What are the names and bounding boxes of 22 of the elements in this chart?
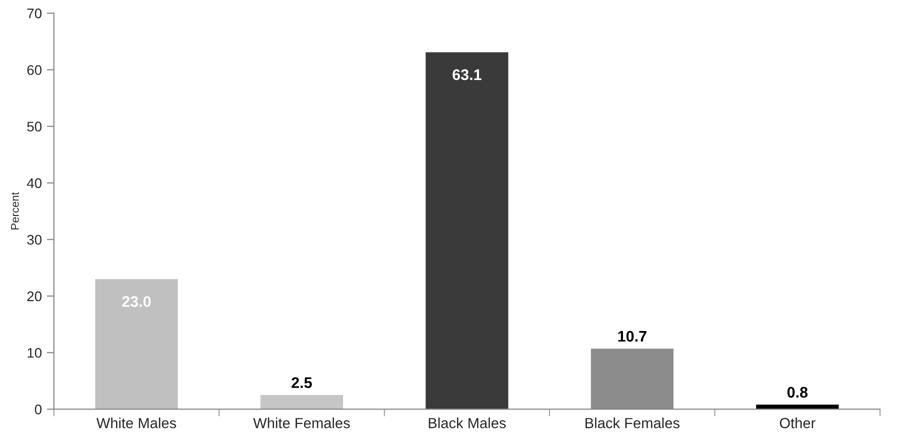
bar bbox=[426, 52, 508, 410]
data-label: 10.7 bbox=[618, 330, 646, 342]
y-tick-label: 60 bbox=[27, 65, 42, 75]
y-axis-title: Percent bbox=[11, 192, 19, 230]
bar bbox=[260, 395, 344, 410]
x-tick-label: Black Males bbox=[428, 418, 506, 428]
data-label: 63.1 bbox=[452, 69, 482, 80]
y-tick-label: 50 bbox=[27, 122, 42, 132]
x-tick-label: Other bbox=[780, 418, 816, 428]
data-label: 0.8 bbox=[787, 386, 808, 398]
y-tick-label: 10 bbox=[28, 348, 42, 358]
x-tick-label: White Females bbox=[253, 418, 350, 428]
y-tick-label: 40 bbox=[26, 178, 42, 188]
y-tick-label: 0 bbox=[34, 404, 42, 414]
data-label: 23.0 bbox=[122, 296, 151, 307]
x-tick-label: White Males bbox=[96, 418, 176, 428]
x-tick-label: Black Females bbox=[586, 418, 680, 428]
y-tick-label: 20 bbox=[27, 291, 42, 302]
data-label: 2.5 bbox=[292, 377, 312, 388]
y-tick-label: 30 bbox=[27, 234, 42, 245]
y-tick-label: 70 bbox=[27, 8, 42, 18]
bar bbox=[95, 279, 178, 410]
